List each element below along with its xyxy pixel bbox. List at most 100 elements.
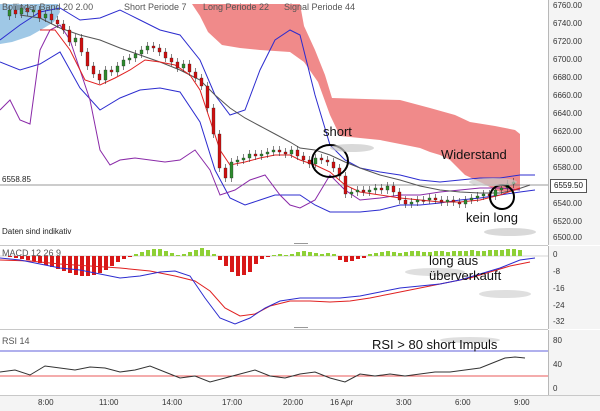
macd-bar — [170, 253, 174, 256]
macd-bar — [44, 256, 48, 265]
candle-body — [7, 9, 12, 17]
time-label: 11:00 — [99, 398, 119, 407]
macd-tick: -32 — [553, 317, 565, 326]
candle-body — [499, 187, 504, 191]
candle-body — [37, 9, 42, 19]
candle-body — [433, 197, 438, 201]
macd-bar — [50, 256, 54, 267]
macd-bar — [410, 251, 414, 256]
candle-body — [355, 189, 360, 193]
rsi-label: RSI 14 — [2, 336, 30, 346]
macd-tick: -16 — [553, 284, 565, 293]
price-chart-panel[interactable]: Bollinger Band 20 2.00 Short Periode 7 L… — [0, 0, 548, 245]
macd-bar — [356, 256, 360, 259]
macd-bar — [14, 256, 18, 258]
macd-bar — [278, 254, 282, 256]
macd-bar — [308, 252, 312, 256]
macd-bar — [416, 251, 420, 256]
macd-bar — [338, 256, 342, 260]
macd-bar — [296, 252, 300, 256]
candle-body — [469, 197, 474, 201]
candle-body — [283, 151, 288, 155]
candle-body — [313, 157, 318, 165]
candle-body — [445, 199, 450, 203]
price-tick: 6580.00 — [553, 163, 582, 172]
time-label: 20:00 — [283, 398, 304, 407]
time-label: 9:00 — [514, 398, 530, 407]
price-tick: 6660.00 — [553, 91, 582, 100]
macd-bar — [476, 251, 480, 256]
left-level-label: 6558.85 — [2, 175, 31, 184]
rsi-axis: 80 40 0 — [548, 330, 600, 395]
macd-bar — [464, 251, 468, 256]
candle-body — [151, 45, 156, 49]
macd-bar — [428, 252, 432, 256]
macd-axis: 0 -8 -16 -24 -32 — [548, 246, 600, 329]
candle-body — [157, 47, 162, 53]
macd-bar — [194, 250, 198, 256]
macd-bar — [56, 256, 60, 269]
macd-bar — [380, 252, 384, 256]
panel-divider[interactable] — [0, 245, 548, 246]
price-tick: 6520.00 — [553, 217, 582, 226]
macd-bar — [62, 256, 66, 271]
price-tick: 6720.00 — [553, 37, 582, 46]
candle-body — [397, 191, 402, 201]
candle-body — [373, 187, 378, 191]
macd-bar — [332, 254, 336, 256]
candle-body — [217, 133, 222, 169]
price-tick: 6640.00 — [553, 109, 582, 118]
macd-bar — [116, 256, 120, 262]
long-ma-line — [19, 14, 531, 194]
panel-divider[interactable] — [0, 329, 548, 330]
macd-bar — [230, 256, 234, 272]
macd-bar — [242, 256, 246, 275]
rsi-panel[interactable]: RSI 14 RSI > 80 short Impuls — [0, 330, 548, 395]
candle-body — [79, 37, 84, 53]
short-ma-line — [40, 29, 521, 203]
candle-body — [85, 51, 90, 67]
signal-period-legend: Signal Periode 44 — [284, 2, 356, 12]
cloud-red-region — [192, 4, 520, 192]
macd-bar — [284, 255, 288, 256]
candle-body — [265, 151, 270, 155]
macd-bar — [398, 253, 402, 256]
candle-body — [277, 149, 282, 153]
bollinger-lower — [0, 51, 536, 213]
macd-bar — [158, 249, 162, 256]
macd-bar — [422, 252, 426, 256]
candle-body — [49, 13, 54, 21]
candle-body — [97, 73, 102, 81]
candle-body — [451, 199, 456, 203]
candle-body — [193, 71, 198, 79]
candle-body — [481, 193, 486, 197]
candle-body — [295, 149, 300, 157]
macd-bar — [104, 256, 108, 270]
macd-bar — [446, 252, 450, 256]
current-price-badge: 6559.50 — [550, 179, 587, 193]
macd-bar — [122, 256, 126, 259]
macd-bar — [404, 252, 408, 256]
candle-body — [415, 199, 420, 203]
macd-bar — [206, 250, 210, 256]
macd-bar — [224, 256, 228, 266]
macd-bar — [188, 252, 192, 256]
candle-body — [115, 65, 120, 73]
time-axis: 8:00 11:00 14:00 17:00 20:00 16 Apr 3:00… — [0, 395, 600, 411]
candle-body — [229, 161, 234, 179]
candle-body — [319, 157, 324, 161]
candles-group — [7, 4, 516, 208]
macd-bar — [110, 256, 114, 266]
macd-bar — [20, 256, 24, 259]
rsi-line — [0, 356, 526, 383]
macd-panel[interactable]: MACD 12 26 9 long aus überverkauft — [0, 246, 548, 329]
time-label: 6:00 — [455, 398, 471, 407]
macd-bar — [128, 256, 132, 257]
short-signal-circle — [311, 144, 349, 178]
price-tick: 6620.00 — [553, 127, 582, 136]
candle-body — [421, 199, 426, 202]
macd-bar — [260, 256, 264, 259]
time-label: 14:00 — [162, 398, 183, 407]
candle-body — [247, 153, 252, 159]
rsi-tick: 40 — [553, 360, 562, 369]
